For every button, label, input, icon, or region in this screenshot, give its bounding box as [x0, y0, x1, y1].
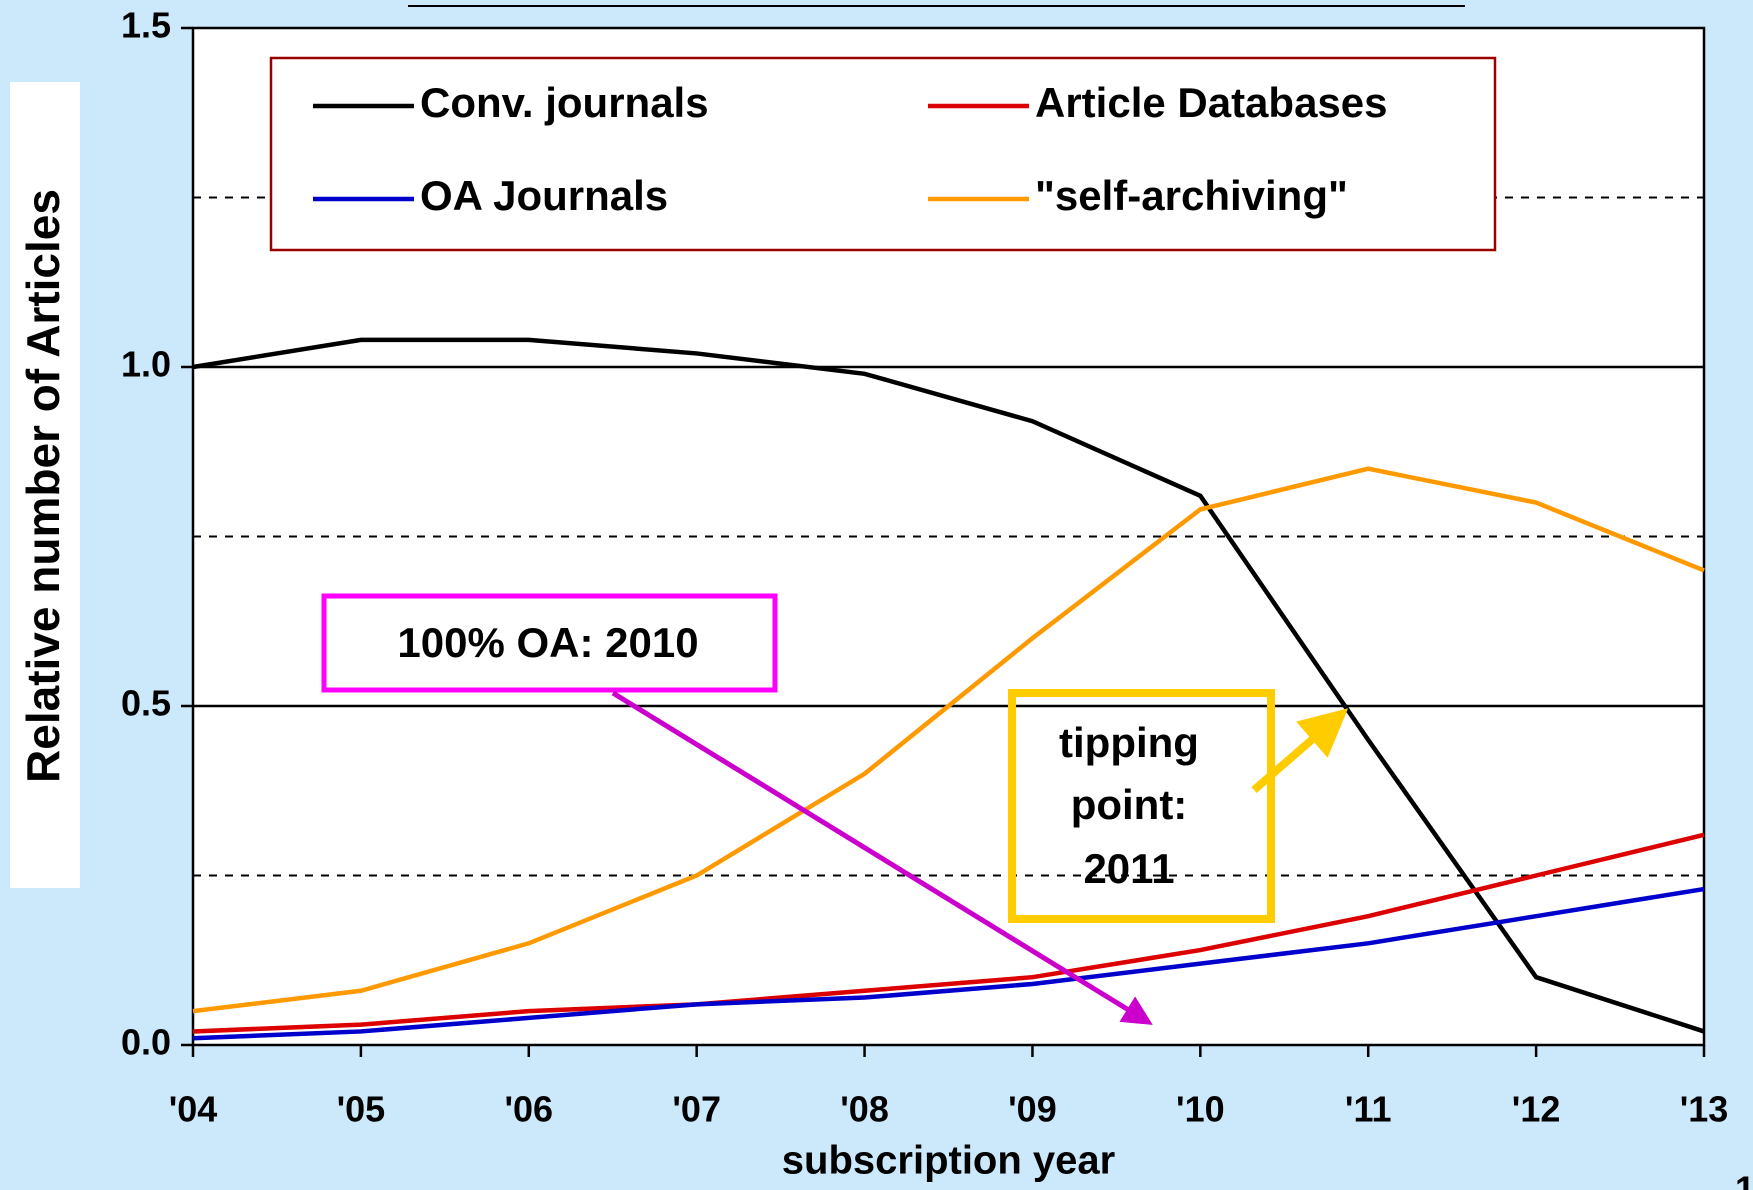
y-axis-label: Relative number of Articles — [17, 189, 69, 783]
x-tick-label: '11 — [1345, 1089, 1392, 1130]
x-tick-label: '09 — [1008, 1089, 1057, 1130]
x-tick-label: '10 — [1176, 1089, 1225, 1130]
x-tick-label: '06 — [504, 1089, 553, 1130]
annotation-text: tipping — [1059, 719, 1199, 766]
annotation-arrow — [1251, 708, 1349, 794]
y-tick-label: 0.5 — [121, 683, 171, 724]
x-axis-label: subscription year — [782, 1139, 1115, 1183]
y-tick-label: 1.5 — [121, 5, 171, 46]
page-number: 1 — [1735, 1169, 1753, 1190]
y-label-bg — [10, 82, 80, 888]
y-tick-label: 0.0 — [121, 1022, 171, 1063]
x-tick-label: '04 — [169, 1089, 218, 1130]
series-line — [192, 832, 1705, 1034]
x-tick-label: '13 — [1680, 1089, 1729, 1130]
annotation-box — [321, 593, 778, 693]
legend-label: "self-archiving" — [1035, 172, 1348, 219]
x-tick-label: '05 — [337, 1089, 386, 1130]
x-tick-label: '08 — [840, 1089, 889, 1130]
annotation-text: point: — [1071, 781, 1188, 828]
plot-border — [191, 26, 1706, 1047]
series-line — [192, 886, 1705, 1041]
legend-label: OA Journals — [420, 172, 668, 219]
x-tick-label: '07 — [672, 1089, 721, 1130]
annotation-box — [1008, 689, 1275, 923]
annotation-text: 100% OA: 2010 — [397, 619, 698, 666]
y-tick-label: 1.0 — [121, 344, 171, 385]
series-line — [192, 337, 1705, 1034]
annotation-arrow — [611, 690, 1153, 1025]
annotation-text: 2011 — [1083, 845, 1174, 892]
series-line — [192, 466, 1705, 1014]
legend-label: Article Databases — [1035, 79, 1388, 126]
legend-box — [269, 56, 1497, 252]
legend-label: Conv. journals — [420, 79, 709, 126]
x-tick-label: '12 — [1512, 1089, 1561, 1130]
